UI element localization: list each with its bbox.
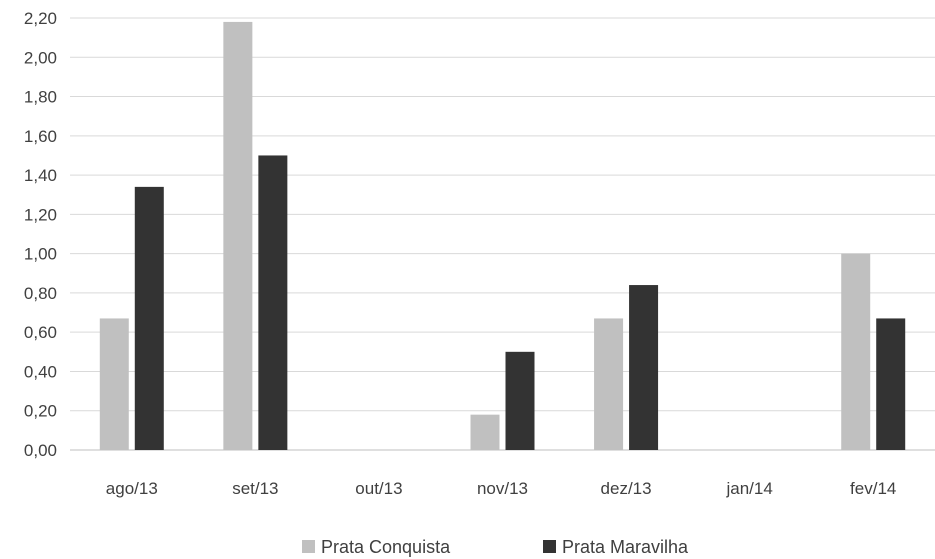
x-tick-label: jan/14	[725, 479, 772, 498]
legend-swatch	[543, 540, 556, 553]
y-tick-label: 0,00	[24, 441, 57, 460]
bar-1-4	[629, 285, 659, 450]
bar-0-6	[841, 253, 871, 450]
x-tick-label: dez/13	[601, 479, 652, 498]
x-tick-label: out/13	[355, 479, 402, 498]
bar-0-4	[594, 318, 624, 450]
bar-1-0	[134, 186, 164, 450]
legend-label: Prata Conquista	[321, 537, 451, 557]
x-tick-label: ago/13	[106, 479, 158, 498]
y-tick-label: 1,40	[24, 166, 57, 185]
bar-0-1	[223, 21, 253, 450]
y-tick-label: 1,80	[24, 88, 57, 107]
y-tick-label: 0,80	[24, 284, 57, 303]
bar-1-3	[505, 351, 535, 450]
bars	[99, 21, 906, 451]
legend-swatch	[302, 540, 315, 553]
legend: Prata Conquista Prata Maravilha	[302, 537, 689, 557]
x-tick-label: fev/14	[850, 479, 896, 498]
y-tick-label: 1,20	[24, 205, 57, 224]
y-tick-label: 2,20	[24, 9, 57, 28]
y-tick-label: 0,20	[24, 402, 57, 421]
y-axis: 0,00 0,20 0,40 0,60 0,80 1,00 1,20 1,40 1,60 1,80…	[24, 9, 57, 460]
bar-1-6	[876, 318, 906, 450]
gridlines	[70, 17, 935, 451]
x-tick-label: nov/13	[477, 479, 528, 498]
y-tick-label: 2,00	[24, 48, 57, 67]
y-tick-label: 1,60	[24, 127, 57, 146]
bar-0-3	[470, 414, 500, 450]
x-axis: ago/13 set/13 out/13 nov/13 dez/13 jan/14 fev/…	[106, 479, 897, 498]
y-tick-label: 0,40	[24, 362, 57, 381]
bar-0-0	[99, 318, 129, 450]
bar-1-1	[258, 155, 288, 451]
legend-label: Prata Maravilha	[562, 537, 689, 557]
x-tick-label: set/13	[232, 479, 278, 498]
y-tick-label: 1,00	[24, 245, 57, 264]
y-tick-label: 0,60	[24, 323, 57, 342]
